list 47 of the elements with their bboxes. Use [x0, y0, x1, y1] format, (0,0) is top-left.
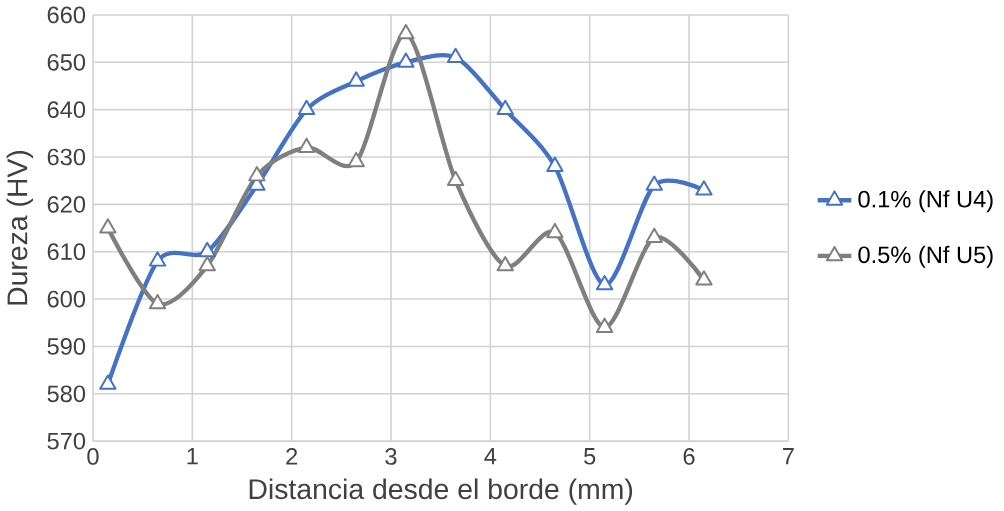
- y-tick-label: 620: [47, 195, 86, 213]
- legend-label: 0.5% (Nf U5): [858, 245, 993, 268]
- x-tick-label: 0: [87, 447, 99, 465]
- y-tick-label: 660: [47, 6, 86, 24]
- point: [496, 255, 514, 272]
- x-tick-label: 7: [783, 447, 794, 465]
- y-tick-label: 630: [47, 148, 86, 166]
- legend-label: 0.1% (Nf U4): [858, 190, 993, 213]
- x-tick-label: 5: [584, 447, 596, 465]
- x-tick-label: 1: [187, 447, 198, 465]
- point: [148, 293, 167, 310]
- point: [446, 47, 465, 63]
- x-axis-title: Distancia desde el borde (mm): [249, 478, 633, 505]
- point: [546, 222, 564, 239]
- point: [99, 374, 117, 390]
- point: [645, 227, 663, 243]
- y-tick-label: 640: [47, 101, 86, 118]
- point: [546, 156, 564, 172]
- y-tick-label: 600: [47, 290, 86, 308]
- point: [297, 137, 316, 153]
- point: [595, 274, 614, 291]
- x-tick-label: 2: [286, 447, 298, 465]
- point: [347, 151, 365, 167]
- point: [248, 165, 266, 182]
- point: [347, 71, 365, 87]
- y-tick-label: 580: [47, 385, 86, 402]
- point: [99, 217, 117, 234]
- point: [397, 23, 415, 40]
- point: [198, 255, 216, 272]
- point: [397, 52, 415, 68]
- x-tick-label: 3: [385, 447, 397, 465]
- point: [446, 170, 465, 186]
- y-tick-label: 650: [47, 53, 86, 71]
- y-tick-label: 570: [47, 432, 86, 450]
- point: [645, 175, 663, 191]
- x-tick-label: 4: [484, 447, 497, 465]
- point: [148, 251, 167, 267]
- point: [595, 317, 614, 333]
- point: [297, 99, 316, 115]
- y-axis-title: Dureza (HV): [6, 150, 34, 305]
- y-tick-label: 590: [47, 337, 86, 355]
- point: [695, 180, 713, 196]
- x-tick-label: 6: [683, 447, 695, 465]
- point: [695, 270, 713, 286]
- point: [496, 99, 514, 115]
- point: [198, 241, 216, 257]
- y-tick-label: 610: [47, 243, 86, 260]
